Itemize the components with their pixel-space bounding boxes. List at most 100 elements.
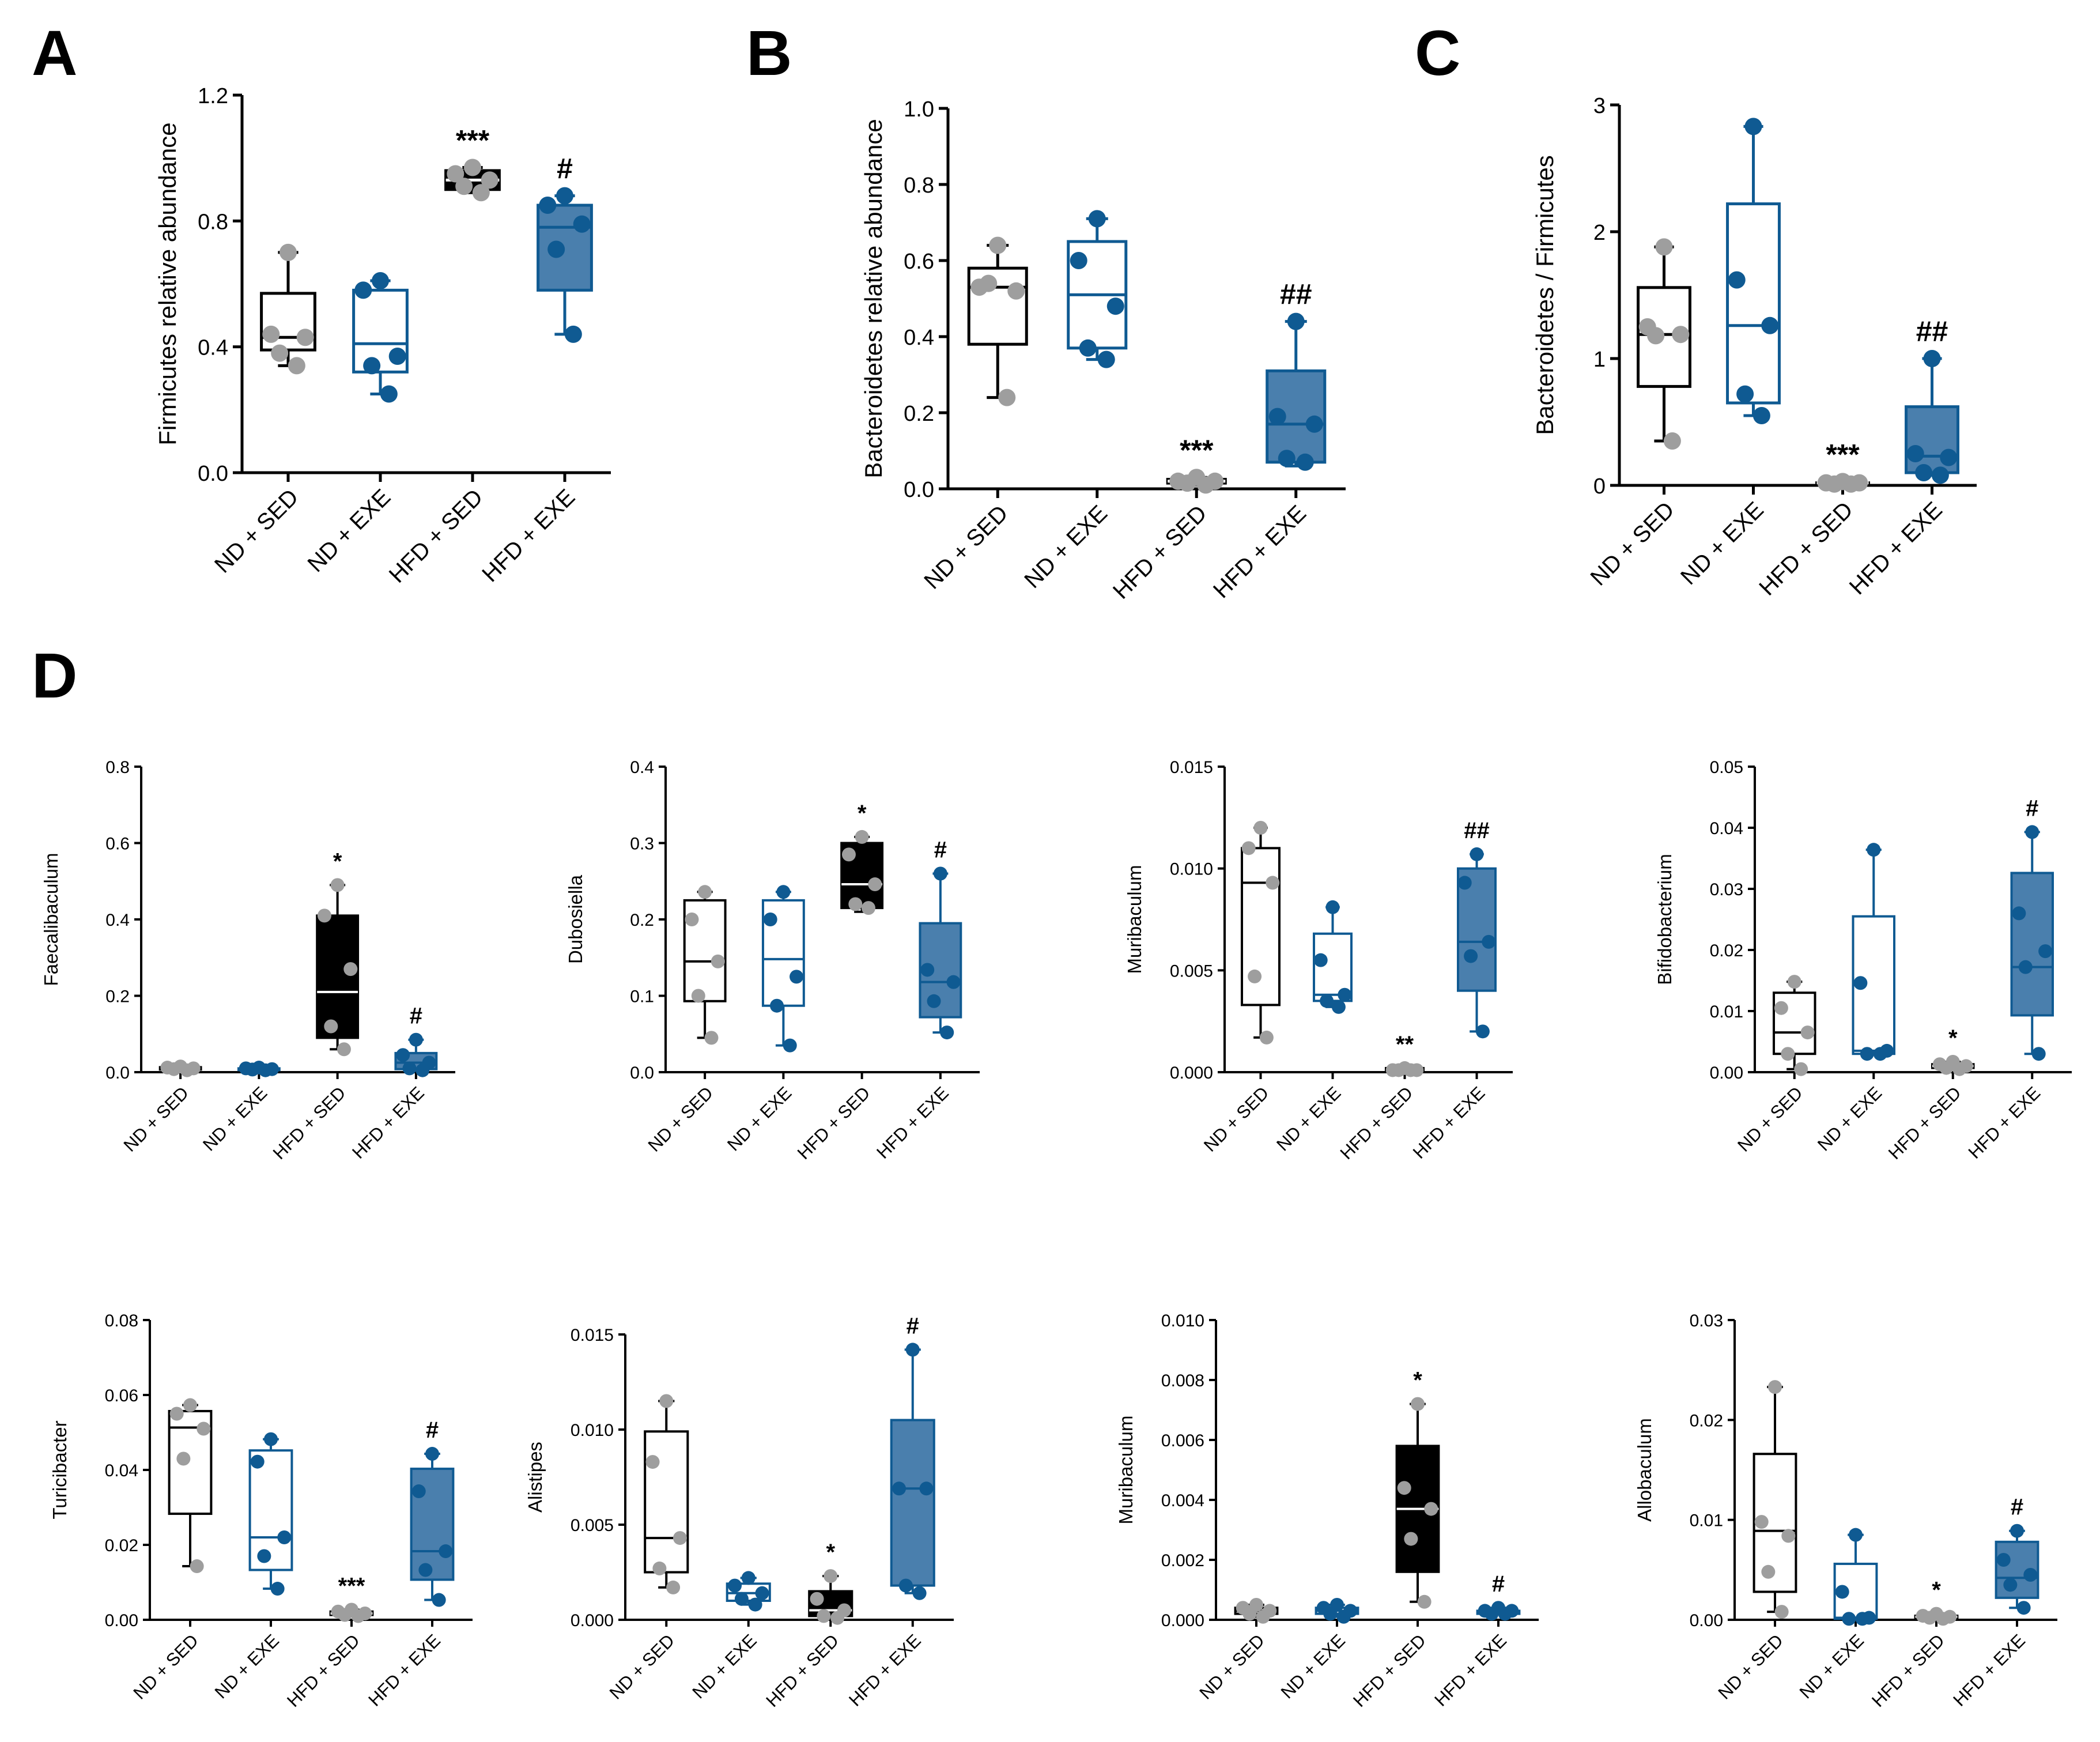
data-point [1088, 210, 1106, 228]
data-point [363, 357, 381, 375]
x-category-label: HFD + SED [794, 1083, 874, 1163]
significance-mark: # [2011, 1495, 2023, 1520]
x-category-label: ND + EXE [1019, 500, 1112, 593]
y-tick-label: 0.03 [1690, 1311, 1723, 1330]
data-point [2016, 1601, 2031, 1615]
data-point [169, 1407, 184, 1421]
y-tick-label: 0.005 [1170, 962, 1213, 981]
x-category-label: ND + EXE [1272, 1083, 1344, 1155]
data-point [183, 1398, 197, 1412]
data-point [1397, 1481, 1411, 1495]
data-point [277, 1530, 292, 1544]
x-category-label: HFD + EXE [873, 1083, 953, 1163]
data-point [262, 325, 280, 343]
data-point [1781, 1047, 1795, 1061]
data-point [1744, 118, 1762, 135]
data-point [330, 878, 345, 892]
data-point [790, 970, 804, 984]
data-point [989, 236, 1007, 254]
iqr-box [2010, 872, 2054, 1017]
y-tick-label: 3 [1593, 94, 1606, 118]
data-point [425, 1447, 439, 1461]
data-point [1457, 876, 1472, 890]
x-category-label: ND + EXE [688, 1630, 760, 1702]
data-point [257, 1549, 271, 1563]
data-point [1256, 1609, 1270, 1624]
data-point [1736, 385, 1754, 403]
data-point [1403, 1063, 1418, 1077]
y-axis-title: Turicibacter [49, 1420, 70, 1519]
data-point [351, 1609, 365, 1623]
y-axis-title: Bifidobacterium [1654, 854, 1675, 985]
data-point [1931, 466, 1949, 484]
y-tick-label: 0.0 [105, 1064, 130, 1083]
data-point [388, 348, 406, 365]
y-tick-label: 0.0 [904, 478, 934, 502]
data-point [539, 197, 557, 214]
data-point [1331, 1000, 1346, 1014]
data-point [409, 1032, 423, 1047]
box-group-2: ND + EXE [723, 885, 805, 1155]
y-axis-title: Bacteroidetes relative abundance [860, 119, 887, 478]
data-point [1417, 1594, 1432, 1609]
data-point [1266, 876, 1280, 890]
x-category-label: HFD + SED [269, 1083, 350, 1163]
data-point [1647, 327, 1665, 345]
data-point [940, 1025, 954, 1040]
data-point [464, 159, 481, 176]
significance-mark: * [333, 849, 342, 874]
data-point [396, 1048, 410, 1062]
significance-mark: *** [1180, 434, 1214, 466]
data-point [1485, 1607, 1499, 1621]
data-point [1855, 1612, 1869, 1626]
data-point [748, 1597, 762, 1612]
y-tick-label: 0.002 [1161, 1551, 1204, 1570]
significance-mark: # [907, 1313, 919, 1338]
data-point [1781, 1529, 1796, 1543]
y-tick-label: 0.4 [105, 911, 130, 930]
y-tick-label: 0.000 [571, 1611, 614, 1630]
data-point [1826, 475, 1844, 493]
box-group-3: *** HFD + SED [283, 1573, 374, 1711]
data-point [1464, 949, 1478, 963]
data-point [1241, 841, 1256, 855]
significance-mark: *** [456, 125, 490, 157]
y-tick-label: 0.00 [1690, 1611, 1723, 1630]
data-point [734, 1592, 749, 1606]
data-point [2003, 1578, 2018, 1592]
data-point [1996, 1553, 2011, 1567]
iqr-box [644, 1430, 689, 1574]
data-point [547, 240, 565, 258]
y-tick-label: 0.015 [1170, 758, 1213, 777]
chart-d8: 0.00 0.01 0.02 0.03 Allobaculum ND + SED ND + … [1634, 1311, 2057, 1711]
data-point [288, 357, 305, 375]
data-point [258, 1063, 273, 1077]
significance-mark: * [1413, 1368, 1422, 1393]
data-point [1936, 1612, 1950, 1626]
box-group-3: * HFD + SED [794, 801, 884, 1163]
data-point [980, 274, 998, 292]
y-axis-title: Dubosiella [565, 874, 586, 964]
data-point [698, 885, 712, 899]
x-category-label: ND + SED [1586, 497, 1679, 590]
y-axis-title: Allobaculum [1634, 1418, 1655, 1522]
x-category-label: ND + SED [644, 1083, 717, 1155]
y-tick-label: 0.2 [105, 987, 130, 1006]
box-group-4: # HFD + EXE [1949, 1495, 2039, 1710]
significance-mark: # [2026, 795, 2038, 821]
data-point [280, 243, 297, 261]
data-point [2010, 1524, 2024, 1538]
data-point [1853, 976, 1868, 990]
data-point [755, 1586, 769, 1600]
box-group-4: # HFD + EXE [348, 1004, 438, 1163]
data-point [919, 1481, 934, 1496]
box-group-1: ND + SED [1714, 1380, 1797, 1703]
data-point [447, 165, 464, 183]
data-point [416, 1063, 430, 1077]
y-tick-label: 0.00 [105, 1611, 138, 1630]
data-point [2012, 906, 2026, 921]
data-point [455, 178, 473, 195]
box-group-2: ND + EXE [1676, 118, 1781, 590]
x-category-label: HFD + SED [1108, 500, 1212, 604]
